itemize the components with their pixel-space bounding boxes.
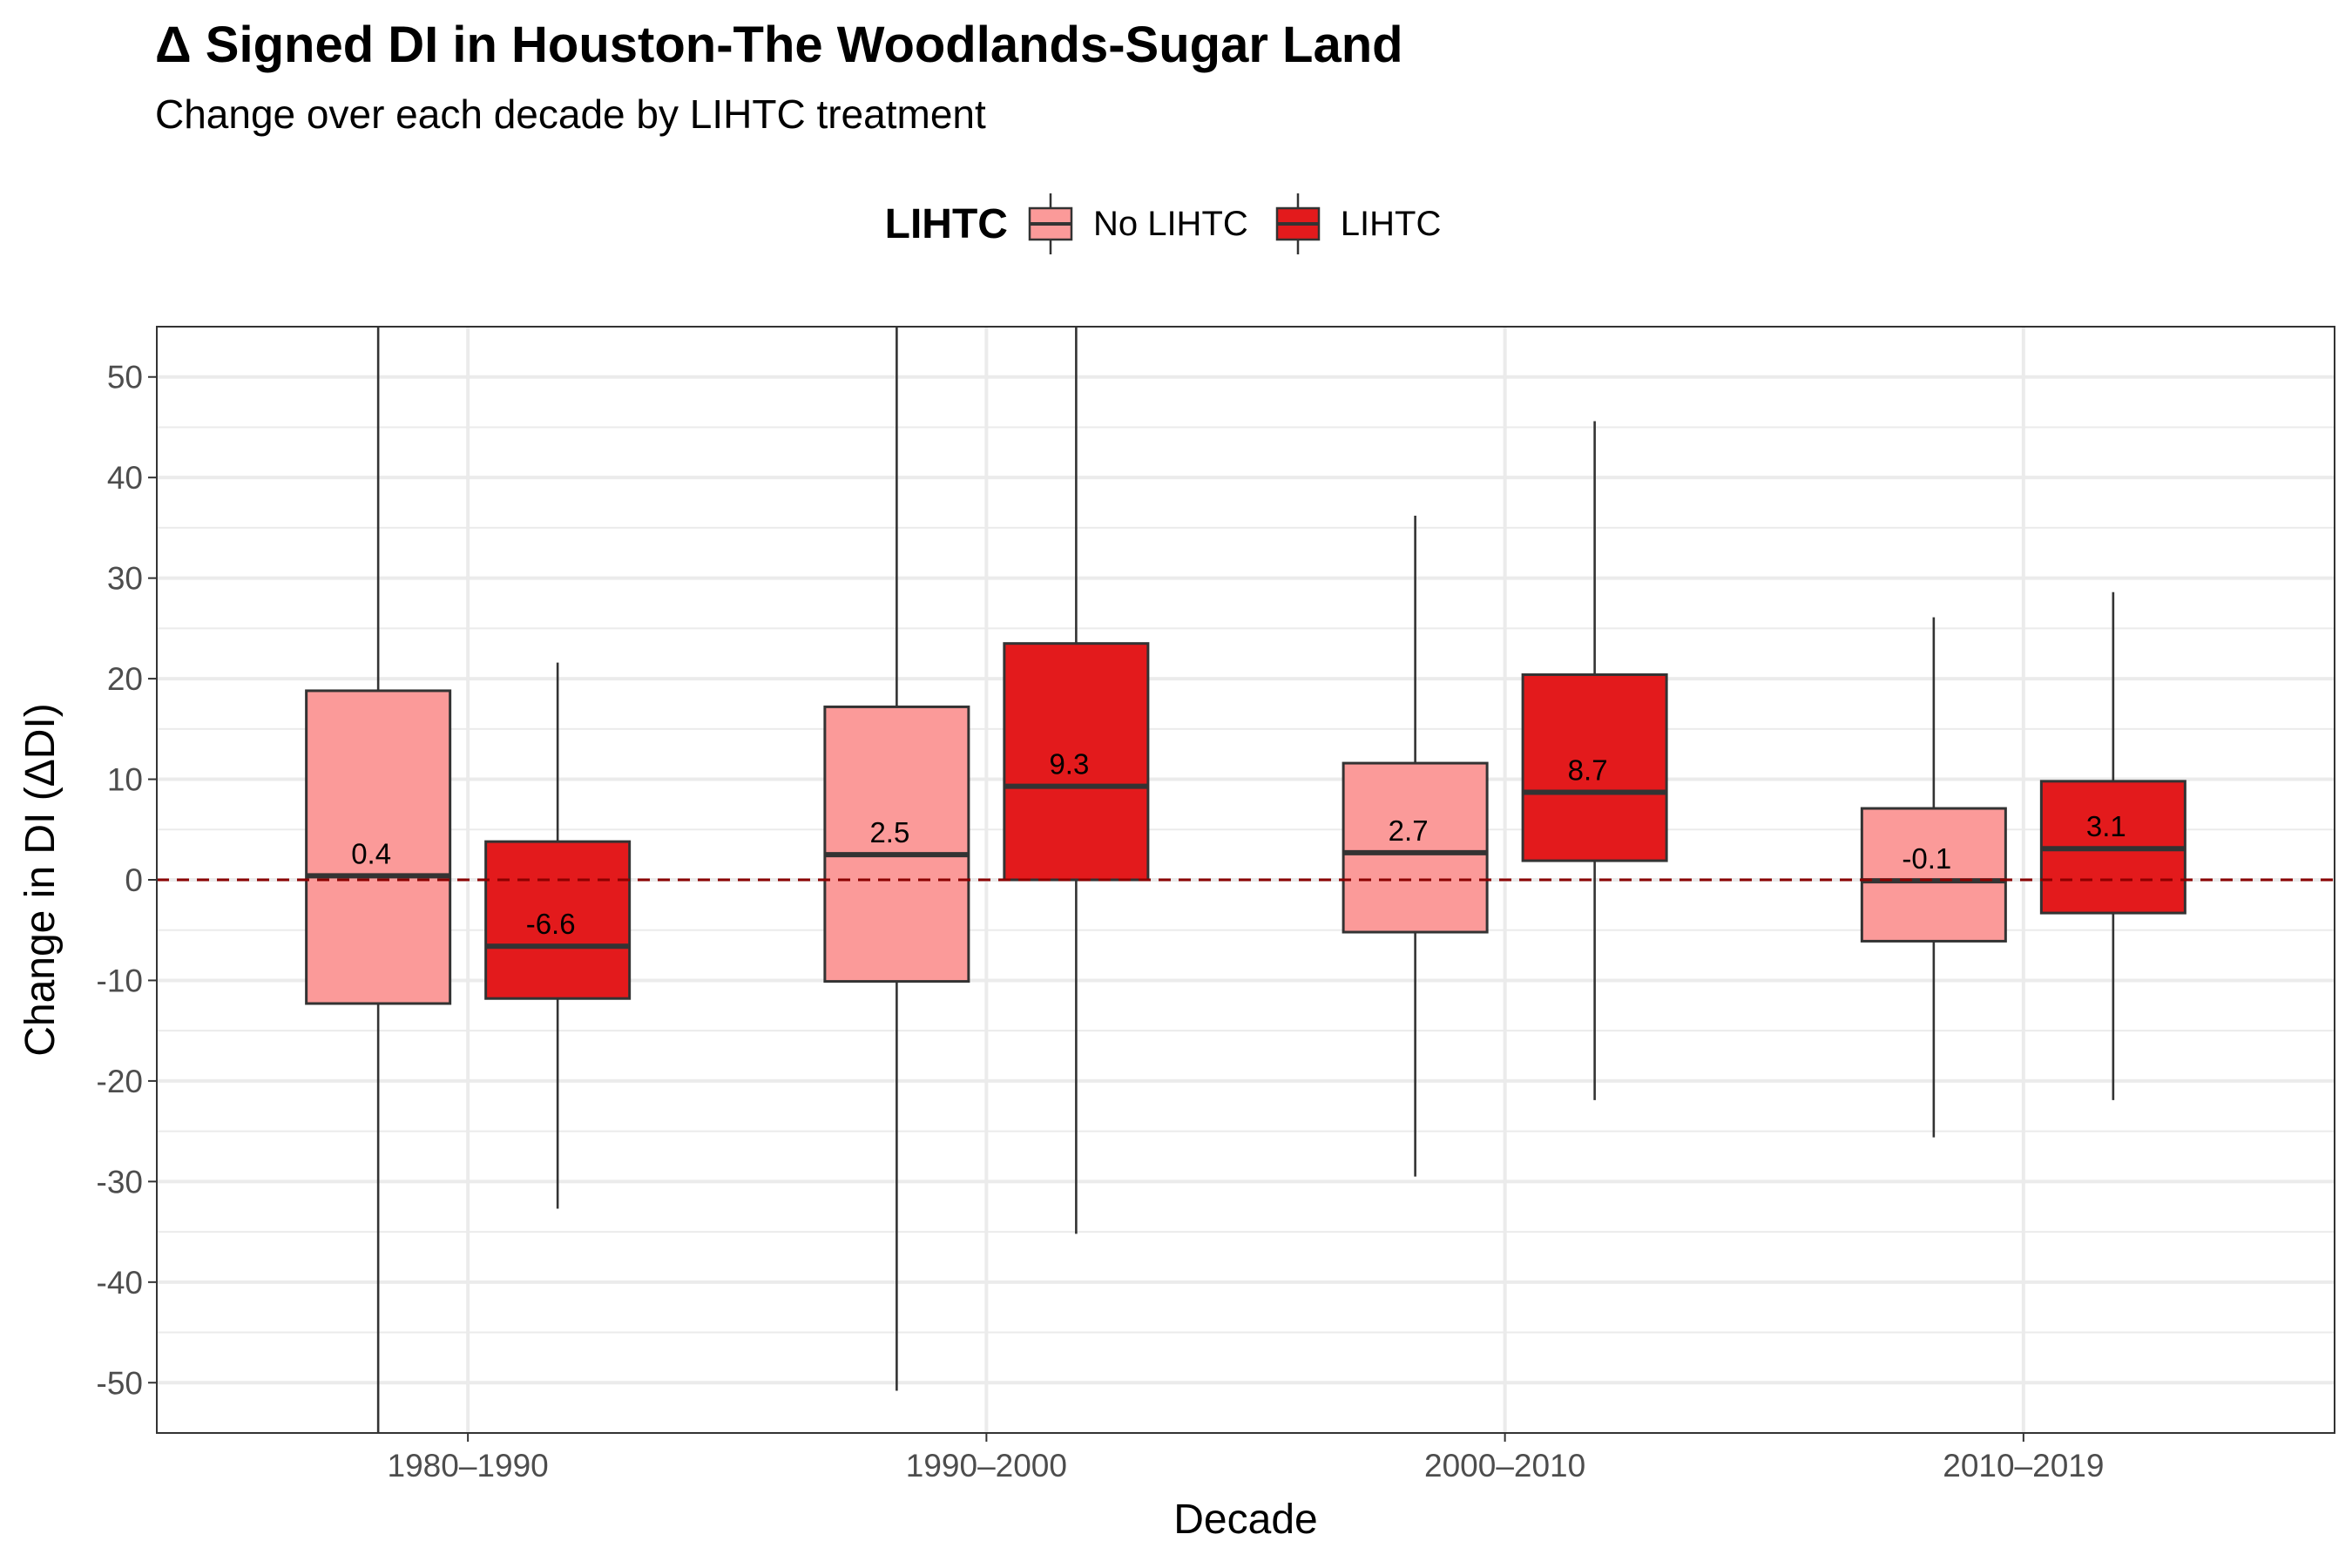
y-tick-label: -10 [97,963,143,998]
median-label: -6.6 [526,908,576,940]
axes-layer: 50 40 30 20 10 0 -10 -20 -30 -40 -50 1980–1990 1990–… [97,360,2105,1484]
box-no-lihtc-3 [1860,617,2007,1138]
box-lihtc-0 [484,662,632,1209]
box-body [1860,807,2007,943]
box-no-lihtc-2 [1342,516,1489,1177]
legend-title: LIHTC [884,200,1008,247]
box-no-lihtc-1 [823,327,970,1391]
x-axis-title: Decade [1173,1497,1317,1543]
y-tick-label: 40 [107,460,143,496]
median-label: 9.3 [1049,748,1089,781]
legend-item-no-lihtc: No LIHTC [1027,193,1248,254]
y-tick-label: -50 [97,1365,143,1401]
y-tick-label: -40 [97,1265,143,1301]
x-tick-label: 2010–2019 [1943,1448,2104,1484]
legend-label-lihtc: LIHTC [1340,204,1442,243]
box-lihtc-2 [1521,421,1668,1100]
x-tick-label: 1980–1990 [388,1448,549,1484]
box-body [1342,761,1489,934]
median-label: 8.7 [1568,754,1608,787]
legend-key-no-lihtc [1028,193,1073,254]
x-tick-label: 2000–2010 [1424,1448,1585,1484]
median-label: 2.5 [869,816,909,848]
median-labels-layer: 0.4 2.5 2.7 -0.1 -6.6 9.3 8.7 3.1 [351,748,2126,941]
median-label: 0.4 [351,837,391,869]
box-body [305,689,452,1005]
x-tick-label: 1990–2000 [906,1448,1067,1484]
box-body [1521,672,1668,862]
y-tick-label: -30 [97,1164,143,1200]
chart-title: Δ Signed DI in Houston-The Woodlands-Sug… [155,17,1403,73]
median-label: -0.1 [1902,842,1951,875]
y-tick-label: 0 [125,862,143,898]
chart-subtitle: Change over each decade by LIHTC treatme… [155,91,986,137]
box-lihtc-3 [2039,591,2186,1100]
legend-key-lihtc [1275,193,1321,254]
y-tick-label: 30 [107,561,143,597]
y-tick-label: 20 [107,661,143,697]
box-no-lihtc-0 [305,327,452,1433]
y-tick-label: 50 [107,360,143,395]
y-tick-label: -20 [97,1064,143,1099]
legend-label-no-lihtc: No LIHTC [1092,204,1248,243]
legend: LIHTC No LIHTC LIHTC [0,193,2352,254]
box-lihtc-1 [1003,327,1150,1234]
box-body [484,840,632,1000]
median-label: 3.1 [2086,810,2126,842]
legend-item-lihtc: LIHTC [1274,193,1442,254]
median-label: 2.7 [1389,814,1429,847]
boxes-layer [157,327,2335,1433]
box-body [823,705,970,983]
y-tick-label: 10 [107,762,143,798]
box-body [1003,642,1150,882]
y-axis-title: Change in DI (ΔDI) [17,703,64,1057]
